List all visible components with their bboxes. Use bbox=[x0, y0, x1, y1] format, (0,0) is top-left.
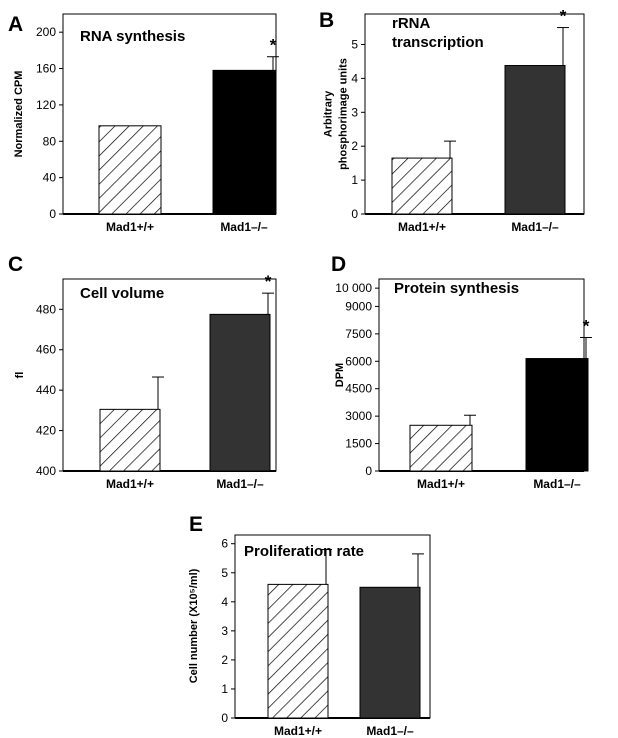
chart-title: RNA synthesis bbox=[80, 28, 185, 45]
panel-letter: E bbox=[189, 513, 203, 536]
y-tick-label: 5 bbox=[351, 38, 358, 52]
y-tick-label: 4 bbox=[221, 595, 228, 609]
x-category-label: Mad1+/+ bbox=[417, 477, 465, 491]
y-tick-label: 1 bbox=[221, 682, 228, 696]
bar-2 bbox=[209, 313, 271, 472]
y-tick-label: 40 bbox=[43, 171, 57, 185]
y-tick-label: 6000 bbox=[345, 354, 372, 368]
chart-title-line: rRNA bbox=[392, 15, 431, 32]
y-tick-label: 2 bbox=[221, 653, 228, 667]
y-tick-label: 480 bbox=[36, 302, 56, 316]
y-tick-label: 160 bbox=[36, 62, 56, 76]
y-tick-label: 2 bbox=[351, 139, 358, 153]
x-category-label: Mad1+/+ bbox=[398, 220, 446, 234]
y-tick-label: 3 bbox=[351, 105, 358, 119]
x-category-label: Mad1+/+ bbox=[274, 724, 322, 738]
panel-letter: C bbox=[8, 253, 23, 276]
y-tick-label: 400 bbox=[36, 464, 56, 478]
x-category-label: Mad1+/+ bbox=[106, 477, 154, 491]
chart-panel-d: D Protein synthesis DPM 0 1500 3000 4500 6000 75… bbox=[331, 253, 592, 491]
bar-1 bbox=[391, 157, 453, 215]
y-tick-label: 5 bbox=[221, 566, 228, 580]
y-tick-label: 0 bbox=[351, 207, 358, 221]
panel-letter: D bbox=[331, 253, 346, 276]
y-tick-label: 440 bbox=[36, 383, 56, 397]
bar-2 bbox=[525, 358, 589, 472]
x-category-label: Mad1–/– bbox=[220, 220, 268, 234]
significance-asterisk: * bbox=[270, 36, 277, 55]
chart-panel-c: C Cell volume fl 400 420 440 460 480 Mad1+/+ * Mad… bbox=[8, 253, 277, 491]
chart-title: Protein synthesis bbox=[394, 280, 519, 297]
y-tick-label: 0 bbox=[221, 711, 228, 725]
panel-letter: B bbox=[319, 9, 334, 32]
significance-asterisk: * bbox=[583, 317, 590, 336]
chart-title: Cell volume bbox=[80, 285, 164, 302]
y-tick-label: 3 bbox=[221, 624, 228, 638]
y-tick-label: 1 bbox=[351, 173, 358, 187]
panel-letter: A bbox=[8, 13, 23, 36]
chart-panel-e: E Proliferation rate Cell number (X10⁵/ml)… bbox=[188, 513, 431, 738]
x-category-label: Mad1–/– bbox=[533, 477, 581, 491]
y-axis-label: Cell number (X10⁵/ml) bbox=[188, 568, 200, 683]
y-tick-label: 80 bbox=[43, 134, 57, 148]
y-tick-label: 10 000 bbox=[335, 281, 372, 295]
bar-1 bbox=[409, 424, 473, 472]
x-category-label: Mad1–/– bbox=[216, 477, 264, 491]
x-category-label: Mad1+/+ bbox=[106, 220, 154, 234]
y-axis-label: Arbitrary bbox=[323, 90, 335, 137]
chart-title-line: transcription bbox=[392, 34, 484, 51]
y-tick-label: 4 bbox=[351, 71, 358, 85]
y-tick-label: 460 bbox=[36, 343, 56, 357]
x-category-label: Mad1–/– bbox=[366, 724, 414, 738]
bar-2 bbox=[212, 69, 276, 215]
y-axis-label: fl bbox=[14, 372, 26, 379]
y-axis-label: DPM bbox=[334, 363, 346, 387]
chart-panel-a: A RNA synthesis Normalized CPM 0 40 80 120 160 2… bbox=[8, 13, 279, 234]
bar-1 bbox=[98, 125, 162, 215]
y-tick-label: 120 bbox=[36, 98, 56, 112]
bar-2 bbox=[504, 65, 566, 215]
y-tick-label: 9000 bbox=[345, 299, 372, 313]
y-axis-label: Normalized CPM bbox=[13, 71, 25, 158]
y-tick-label: 0 bbox=[365, 464, 372, 478]
chart-title: Proliferation rate bbox=[244, 543, 364, 560]
y-tick-label: 200 bbox=[36, 25, 56, 39]
bar-2 bbox=[359, 586, 421, 719]
significance-asterisk: * bbox=[265, 272, 272, 291]
y-tick-label: 1500 bbox=[345, 437, 372, 451]
significance-asterisk: * bbox=[560, 7, 567, 26]
y-tick-label: 6 bbox=[221, 537, 228, 551]
bar-1 bbox=[267, 583, 329, 719]
y-tick-label: 0 bbox=[49, 207, 56, 221]
y-tick-label: 420 bbox=[36, 424, 56, 438]
y-tick-label: 4500 bbox=[345, 382, 372, 396]
y-tick-label: 7500 bbox=[345, 327, 372, 341]
x-category-label: Mad1–/– bbox=[511, 220, 559, 234]
y-axis-label: phosphorimage units bbox=[338, 58, 350, 170]
y-tick-label: 3000 bbox=[345, 409, 372, 423]
bar-1 bbox=[99, 408, 161, 472]
